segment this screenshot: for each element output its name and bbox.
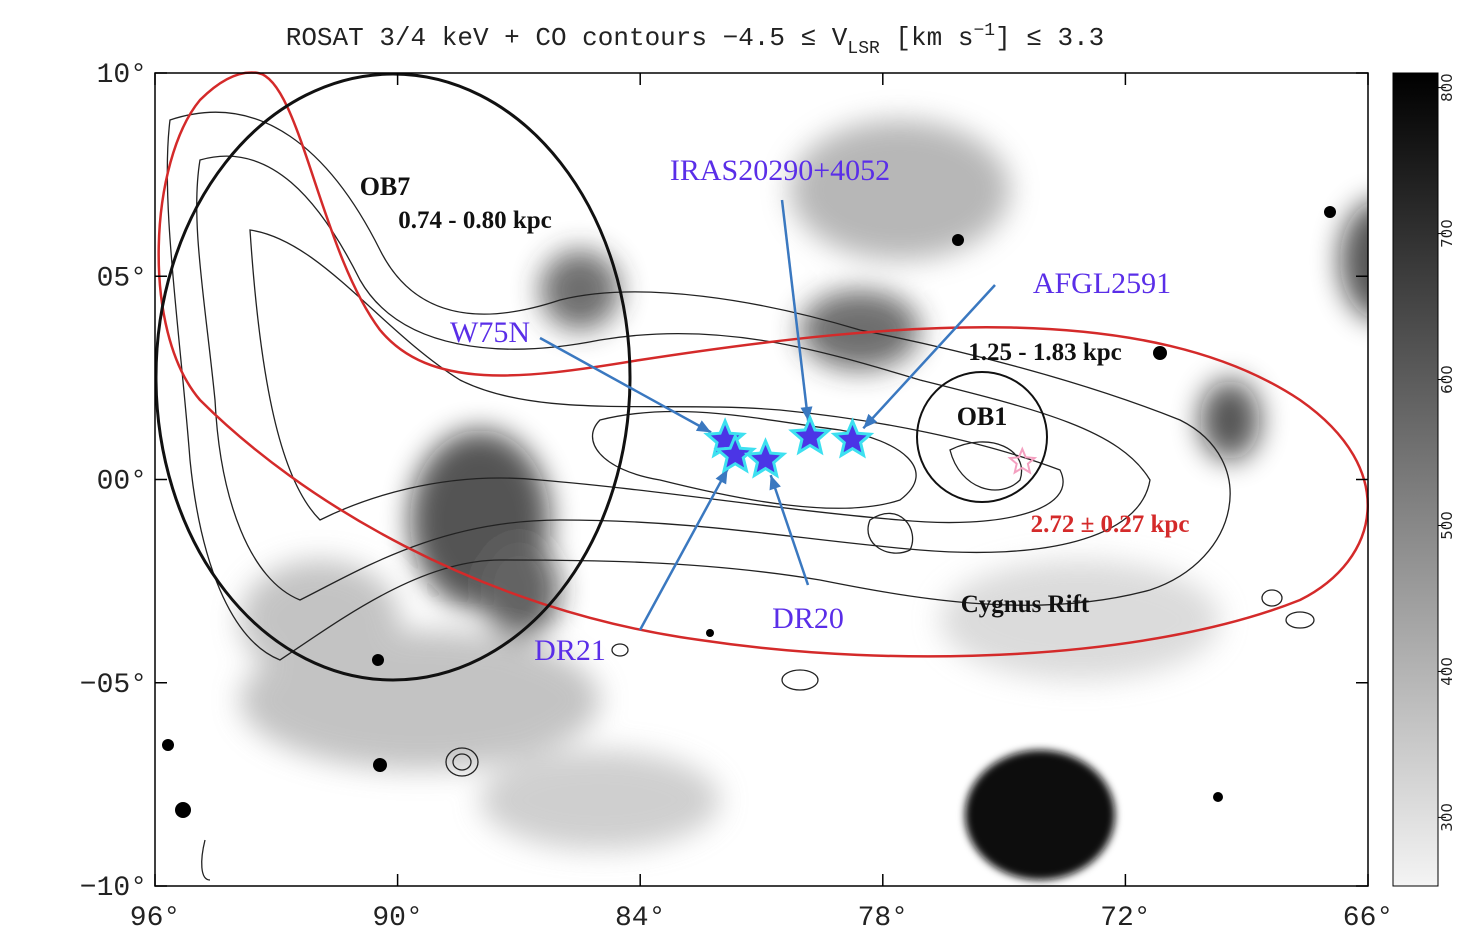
star-marker [792, 418, 828, 452]
x-tick-label: 66° [1343, 903, 1393, 934]
colorbar-tick-label: 500 [1438, 511, 1456, 540]
point-label: DR20 [772, 602, 844, 635]
region-label: 1.25 - 1.83 kpc [968, 339, 1121, 366]
point-label: AFGL2591 [1033, 267, 1171, 300]
title-part: −1 [973, 21, 995, 41]
colorbar-tick-label: 400 [1438, 657, 1456, 686]
point-label: DR21 [534, 634, 606, 667]
region-label: OB1 [957, 402, 1008, 431]
xray-emission [162, 120, 1420, 880]
region-label: 2.72 ± 0.27 kpc [1031, 511, 1190, 538]
y-tick-label: 10° [97, 60, 147, 91]
point-label: IRAS20290+4052 [670, 154, 890, 187]
co-contours [167, 112, 1314, 880]
y-tick-label: −10° [80, 873, 147, 904]
overlay: 96° 90° 84° 78° 72° 66° 10° 05° 00° −05° −10° 300 40… [80, 60, 1456, 934]
title-part: LSR [847, 39, 880, 59]
colorbar-tick-label: 600 [1438, 365, 1456, 394]
region-label: OB7 [360, 172, 411, 201]
title-part: ROSAT 3/4 keV + CO contours −4.5 ≤ V [286, 23, 848, 53]
region-label: Cygnus Rift [961, 591, 1090, 618]
leader-line [640, 469, 728, 630]
title-part: [km s [880, 23, 974, 53]
plot-frame [155, 73, 1368, 886]
y-tick-label: −05° [80, 670, 147, 701]
region-label: 0.74 - 0.80 kpc [398, 207, 551, 234]
x-tick-label: 96° [130, 903, 180, 934]
colorbar [1393, 73, 1438, 886]
leader-line [771, 475, 808, 585]
chart-title: ROSAT 3/4 keV + CO contours −4.5 ≤ VLSR … [286, 21, 1105, 59]
colorbar-tick-label: 800 [1438, 73, 1456, 102]
title-part: ] ≤ 3.3 [995, 23, 1104, 53]
chart: ROSAT 3/4 keV + CO contours −4.5 ≤ VLSR … [0, 0, 1460, 935]
x-tick-label: 78° [858, 903, 908, 934]
x-tick-label: 72° [1100, 903, 1150, 934]
x-tick-label: 90° [372, 903, 422, 934]
star-marker [748, 441, 784, 475]
colorbar-tick-label: 300 [1438, 803, 1456, 832]
arrow-head [770, 475, 781, 490]
y-tick-label: 00° [97, 467, 147, 498]
x-tick-label: 84° [615, 903, 665, 934]
point-label: W75N [450, 316, 530, 349]
y-tick-label: 05° [97, 263, 147, 294]
colorbar-tick-label: 700 [1438, 219, 1456, 248]
